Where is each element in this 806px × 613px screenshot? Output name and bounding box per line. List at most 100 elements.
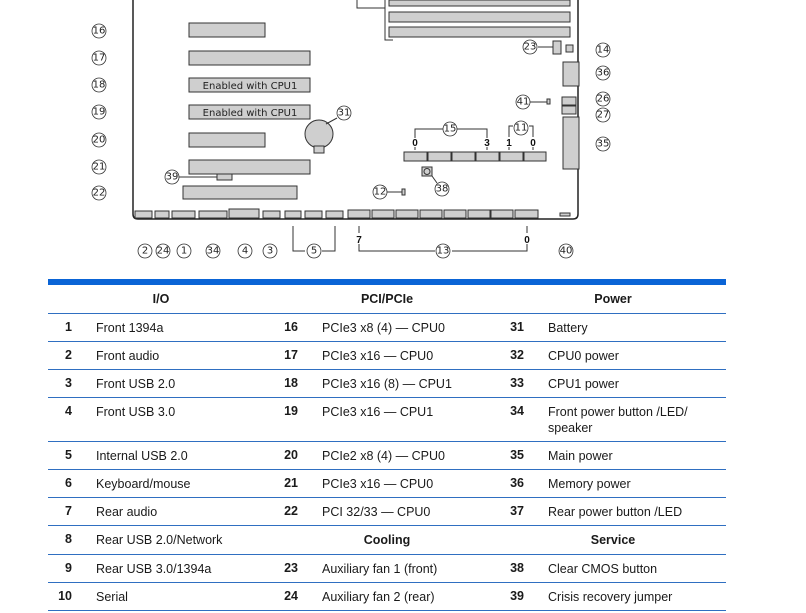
row-num: 36 (500, 469, 536, 498)
callout-14: 14 (597, 45, 610, 56)
row-label: Crisis recovery jumper (536, 582, 726, 611)
row-num: 9 (48, 554, 84, 583)
row-num: 1 (48, 313, 84, 342)
row-num: 10 (48, 582, 84, 611)
header-service: Service (500, 525, 726, 555)
callout-12: 12 (374, 187, 387, 198)
header-cooling: Cooling (274, 525, 500, 555)
callout-41: 41 (517, 97, 530, 108)
row-label: PCIe3 x16 (8) — CPU1 (310, 369, 500, 398)
slot-20 (188, 132, 266, 148)
row-num: 23 (274, 554, 310, 583)
row-label: Front USB 2.0 (84, 369, 274, 398)
row-num: 35 (500, 441, 536, 470)
slot-17 (188, 50, 311, 66)
callout-5: 5 (311, 246, 317, 257)
row-label: Internal USB 2.0 (84, 441, 274, 470)
callout-15: 15 (444, 124, 457, 135)
row-label: Memory power (536, 469, 726, 498)
callout-35: 35 (597, 139, 610, 150)
table-row: 2 Front audio 17 PCIe3 x16 — CPU0 32 CPU0 p… (48, 341, 726, 370)
row-label: Battery (536, 313, 726, 342)
table-row: 6 Keyboard/mouse 21 PCIe3 x16 — CPU0 36 Mem… (48, 469, 726, 498)
table-row: 8 Rear USB 2.0/Network Cooling Service (48, 525, 726, 555)
row-num: 22 (274, 497, 310, 526)
row-label: Auxiliary fan 2 (rear) (310, 582, 500, 611)
callout-26: 26 (597, 94, 610, 105)
table-row: 4 Front USB 3.0 19 PCIe3 x16 — CPU1 34 Fron… (48, 397, 726, 442)
jumper-39 (216, 173, 233, 181)
table-row: 5 Internal USB 2.0 20 PCIe2 x8 (4) — CPU0 … (48, 441, 726, 470)
row-num: 8 (48, 525, 84, 555)
row-label: Serial (84, 582, 274, 611)
callout-34: 34 (207, 246, 220, 257)
row-label: Front audio (84, 341, 274, 370)
header-io: I/O (48, 285, 274, 314)
row-num: 38 (500, 554, 536, 583)
callout-36: 36 (597, 68, 610, 79)
row-num: 34 (500, 397, 536, 442)
slot-22 (182, 185, 298, 200)
table-row: 9 Rear USB 3.0/1394a 23 Auxiliary fan 1 (f… (48, 554, 726, 583)
marker-13-start: 7 (356, 235, 362, 246)
callout-24: 24 (157, 246, 170, 257)
row-num: 7 (48, 497, 84, 526)
row-label: Rear power button /LED (536, 497, 726, 526)
callout-3: 3 (267, 246, 273, 257)
slot-19-label: Enabled with CPU1 (203, 108, 298, 119)
callout-40: 40 (560, 246, 573, 257)
row-label: Main power (536, 441, 726, 470)
row-label: PCIe3 x16 — CPU0 (310, 469, 500, 498)
callout-13: 13 (437, 246, 450, 257)
row-label: PCIe3 x16 — CPU1 (310, 397, 500, 442)
callout-2: 2 (142, 246, 148, 257)
row-label: PCIe3 x16 — CPU0 (310, 341, 500, 370)
table-accent-bar (48, 279, 726, 285)
component-legend-table: I/O PCI/PCIe Power 1 Front 1394a 16 PCIe3 … (48, 279, 726, 611)
row-label: Front power button /LED/ speaker (536, 397, 726, 442)
table-row: 7 Rear audio 22 PCI 32/33 — CPU0 37 Rear po… (48, 497, 726, 526)
callout-16: 16 (93, 26, 106, 37)
row-num: 18 (274, 369, 310, 398)
table-row: 3 Front USB 2.0 18 PCIe3 x16 (8) — CPU1 33… (48, 369, 726, 398)
callout-19: 19 (93, 107, 106, 118)
row-num: 19 (274, 397, 310, 442)
table-row: 10 Serial 24 Auxiliary fan 2 (rear) 39 Cris… (48, 582, 726, 611)
callout-11: 11 (515, 123, 528, 134)
marker-13-end: 0 (524, 235, 530, 246)
slot-18-label: Enabled with CPU1 (203, 81, 298, 92)
row-num: 20 (274, 441, 310, 470)
row-num: 2 (48, 341, 84, 370)
marker-11-start: 1 (506, 138, 512, 149)
row-label: CPU0 power (536, 341, 726, 370)
header-pci: PCI/PCIe (274, 285, 500, 314)
callout-23: 23 (524, 42, 537, 53)
row-num: 4 (48, 397, 84, 442)
header-power: Power (500, 285, 726, 314)
marker-15-start: 0 (412, 138, 418, 149)
callout-31: 31 (338, 108, 351, 119)
row-num: 21 (274, 469, 310, 498)
callout-1: 1 (181, 246, 187, 257)
marker-11-end: 0 (530, 138, 536, 149)
callout-4: 4 (242, 246, 248, 257)
row-label: PCI 32/33 — CPU0 (310, 497, 500, 526)
marker-15-end: 3 (484, 138, 490, 149)
battery (304, 119, 334, 149)
table-row: 1 Front 1394a 16 PCIe3 x8 (4) — CPU0 31 Bat… (48, 313, 726, 342)
row-num: 32 (500, 341, 536, 370)
row-num: 3 (48, 369, 84, 398)
row-num: 6 (48, 469, 84, 498)
row-label: PCIe2 x8 (4) — CPU0 (310, 441, 500, 470)
callout-20: 20 (93, 135, 106, 146)
callout-27: 27 (597, 110, 610, 121)
row-label: Clear CMOS button (536, 554, 726, 583)
motherboard-diagram: Enabled with CPU1 Enabled with CPU1 0 3 … (91, 0, 611, 259)
callout-17: 17 (93, 53, 106, 64)
callout-22: 22 (93, 188, 106, 199)
row-label: PCIe3 x8 (4) — CPU0 (310, 313, 500, 342)
slot-21 (188, 159, 311, 175)
slot-16 (188, 22, 266, 38)
row-num: 33 (500, 369, 536, 398)
row-num: 5 (48, 441, 84, 470)
